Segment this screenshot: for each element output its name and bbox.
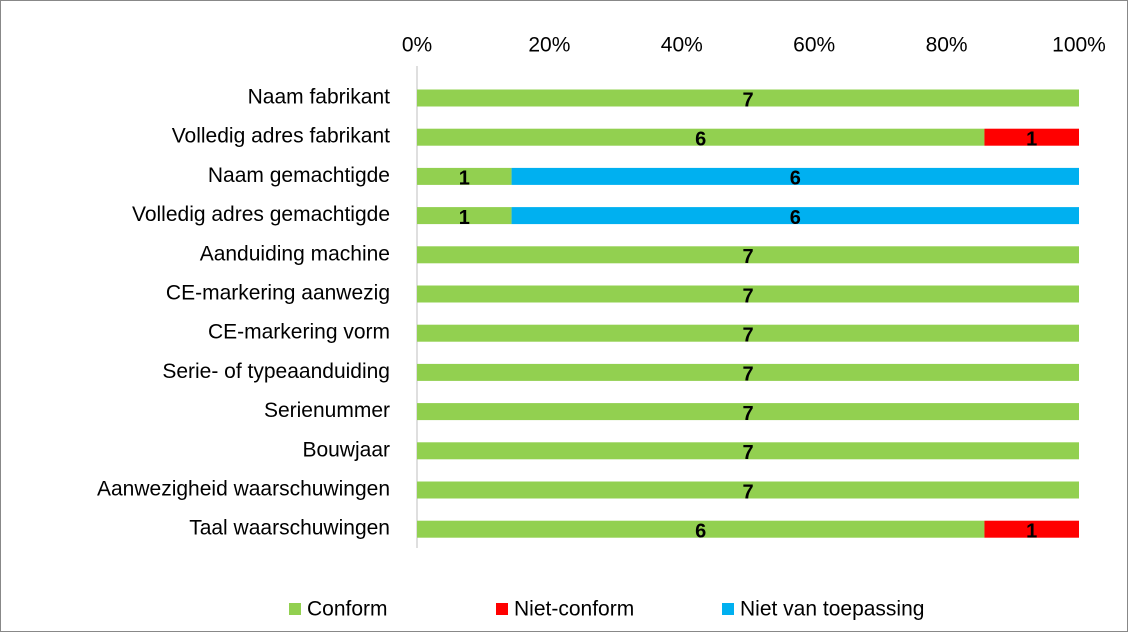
data-label: 1 [1026, 520, 1037, 542]
data-label: 6 [790, 168, 801, 190]
data-label: 1 [459, 207, 470, 229]
x-tick-label: 60% [793, 34, 835, 57]
y-tick-label: Volledig adres gemachtigde [132, 203, 390, 226]
bar-segment [417, 324, 1079, 342]
y-tick-label: CE-markering aanwezig [166, 282, 390, 305]
y-tick-label: Serienummer [264, 399, 390, 422]
data-label: 7 [742, 246, 753, 268]
bar-segment [417, 207, 512, 225]
bar-segment [417, 363, 1079, 381]
bar-segment [417, 481, 1079, 499]
data-label: 7 [742, 442, 753, 464]
data-label: 6 [790, 207, 801, 229]
data-label: 1 [459, 168, 470, 190]
y-tick-label: Naam fabrikant [248, 86, 391, 109]
legend-label: Niet van toepassing [740, 598, 924, 621]
legend-label: Conform [307, 598, 388, 621]
y-tick-label: Bouwjaar [302, 438, 390, 461]
bar-segment [417, 89, 1079, 107]
bar-segment [417, 520, 985, 538]
data-label: 6 [695, 128, 706, 150]
x-tick-label: 0% [402, 34, 432, 57]
data-label: 7 [742, 364, 753, 386]
y-tick-label: Aanduiding machine [200, 242, 390, 265]
legend-label: Niet-conform [514, 598, 634, 621]
data-label: 6 [695, 520, 706, 542]
y-tick-label: Serie- of typeaanduiding [162, 360, 390, 383]
bar-segment [984, 520, 1079, 538]
x-tick-label: 40% [661, 34, 703, 57]
bar-segment [511, 167, 1080, 185]
data-label: 7 [742, 481, 753, 503]
bar-segment [417, 167, 512, 185]
y-tick-label: Naam gemachtigde [208, 164, 390, 187]
data-label: 7 [742, 89, 753, 111]
data-label: 7 [742, 324, 753, 346]
bar-segment [417, 403, 1079, 421]
data-label: 7 [742, 285, 753, 307]
bar-segment [511, 207, 1080, 225]
data-label: 7 [742, 403, 753, 425]
legend-swatch [289, 603, 301, 615]
y-tick-label: CE-markering vorm [208, 321, 390, 344]
bar-segment [417, 246, 1079, 264]
y-tick-label: Aanwezigheid waarschuwingen [97, 478, 390, 501]
y-tick-label: Volledig adres fabrikant [172, 125, 390, 148]
x-tick-label: 100% [1052, 34, 1106, 57]
bar-segment [417, 128, 985, 146]
legend-swatch [496, 603, 508, 615]
x-tick-label: 20% [528, 34, 570, 57]
x-tick-label: 80% [926, 34, 968, 57]
bar-segment [417, 442, 1079, 460]
y-tick-label: Taal waarschuwingen [189, 517, 390, 540]
bar-segment [984, 128, 1079, 146]
legend-swatch [722, 603, 734, 615]
bar-segment [417, 285, 1079, 303]
data-label: 1 [1026, 128, 1037, 150]
